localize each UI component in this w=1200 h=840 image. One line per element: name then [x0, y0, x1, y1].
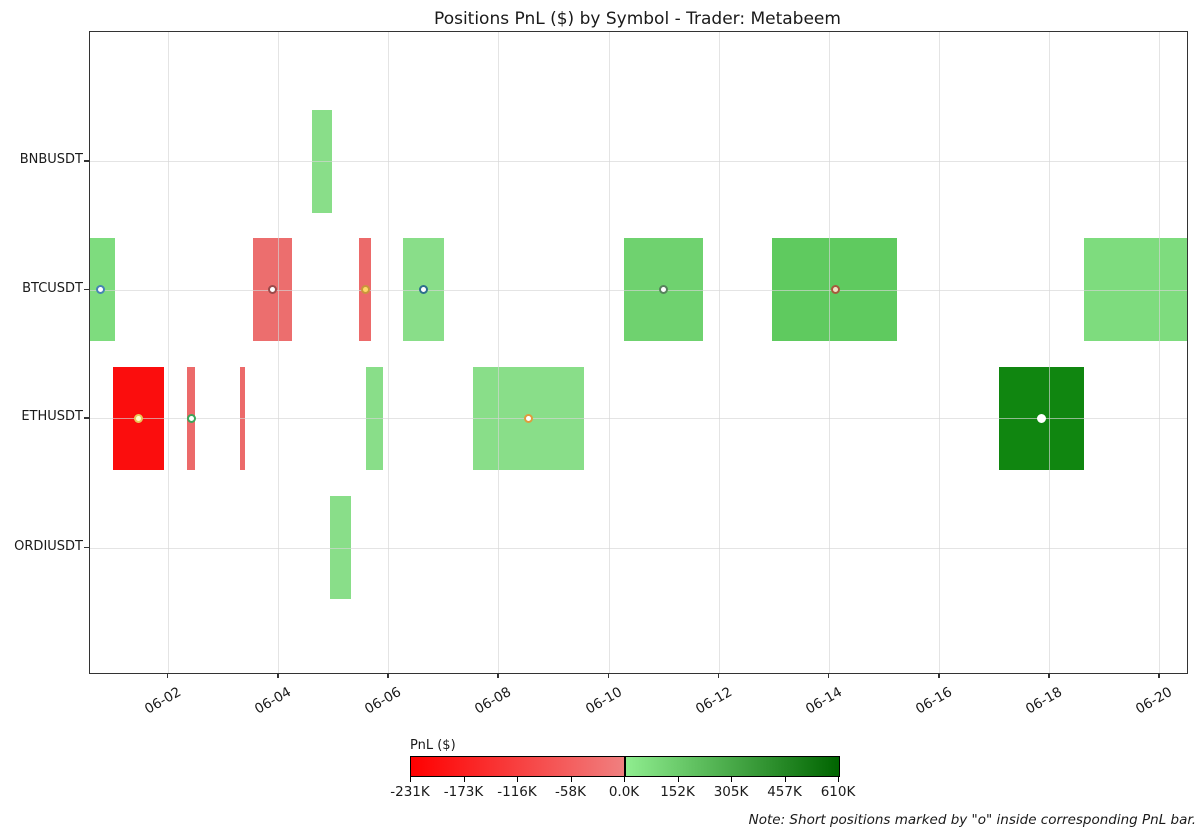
colorbar-tick-label: -116K	[497, 784, 537, 800]
gridline-horizontal	[90, 161, 1187, 162]
gridline-vertical	[718, 32, 720, 673]
colorbar-tick-mark	[838, 777, 840, 782]
colorbar-tick-label: -231K	[390, 784, 430, 800]
xtick-mark	[277, 673, 279, 678]
colorbar-tick-mark	[517, 777, 519, 782]
ytick-mark	[84, 417, 89, 419]
short-position-marker	[659, 285, 669, 294]
colorbar-tick-mark	[677, 777, 679, 782]
colorbar-tick-label: -58K	[555, 784, 586, 800]
colorbar-tick-label: 305K	[713, 784, 749, 800]
plot-area	[89, 31, 1188, 674]
xtick-mark	[1048, 673, 1050, 678]
colorbar-positive-gradient	[625, 757, 839, 776]
colorbar-tick-label: 152K	[660, 784, 695, 800]
gridline-horizontal	[90, 289, 1187, 291]
short-position-marker	[133, 413, 143, 423]
colorbar-tick-mark	[731, 777, 733, 782]
gridline-vertical	[388, 32, 390, 673]
xtick-label: 06-20	[1133, 684, 1176, 718]
colorbar-tick-label: -173K	[443, 784, 484, 800]
gridline-horizontal	[90, 418, 1187, 419]
ytick-mark	[84, 160, 89, 162]
xtick-label: 06-12	[692, 684, 735, 718]
short-position-marker	[1037, 413, 1047, 423]
short-position-marker	[831, 285, 841, 294]
xtick-label: 06-16	[913, 684, 956, 718]
colorbar-tick-mark	[624, 777, 626, 782]
gridline-vertical	[1159, 32, 1161, 673]
xtick-label: 06-18	[1023, 684, 1066, 718]
xtick-mark	[387, 673, 389, 678]
colorbar-negative-gradient	[411, 757, 625, 776]
ytick-label: ORDIUSDT	[14, 538, 83, 554]
chart-title: Positions PnL ($) by Symbol - Trader: Me…	[434, 9, 841, 29]
gridline-vertical	[939, 32, 941, 673]
xtick-mark	[1158, 673, 1160, 678]
gridline-vertical	[278, 32, 280, 673]
xtick-mark	[166, 673, 169, 678]
ytick-label: BTCUSDT	[22, 280, 83, 296]
short-position-marker	[95, 285, 105, 294]
xtick-label: 06-10	[582, 684, 625, 718]
xtick-mark	[497, 673, 499, 678]
short-position-marker	[186, 413, 196, 423]
gridline-vertical	[167, 32, 169, 673]
colorbar-tick-mark	[463, 777, 465, 782]
xtick-label: 06-02	[142, 684, 184, 718]
ytick-label: ETHUSDT	[21, 409, 83, 424]
colorbar-zero-line	[624, 757, 626, 776]
colorbar-tick-label: 0.0K	[608, 784, 640, 800]
ytick-label: BNBUSDT	[19, 152, 83, 167]
short-position-marker	[524, 413, 534, 423]
gridline-vertical	[1049, 32, 1051, 673]
xtick-label: 06-04	[252, 684, 295, 718]
colorbar-tick-mark	[410, 777, 412, 782]
short-position-marker	[419, 285, 429, 294]
xtick-label: 06-14	[802, 684, 845, 718]
footnote: Note: Short positions marked by "o" insi…	[748, 812, 1196, 828]
xtick-label: 06-08	[472, 684, 515, 718]
xtick-mark	[938, 673, 940, 678]
gridline-vertical	[498, 32, 500, 673]
gridline-vertical	[828, 32, 830, 673]
colorbar-tick-label: 457K	[767, 784, 802, 800]
colorbar	[410, 756, 840, 777]
ytick-mark	[84, 288, 89, 290]
gridline-vertical	[608, 32, 610, 673]
xtick-mark	[827, 673, 830, 678]
xtick-label: 06-06	[362, 684, 405, 718]
short-position-marker	[360, 285, 370, 294]
colorbar-tick-label: 610K	[820, 784, 856, 800]
colorbar-tick-mark	[570, 777, 572, 782]
colorbar-title: PnL ($)	[410, 738, 456, 753]
gridline-horizontal	[90, 547, 1187, 549]
short-position-marker	[268, 285, 278, 294]
xtick-mark	[717, 673, 720, 678]
colorbar-tick-mark	[784, 777, 786, 782]
xtick-mark	[607, 673, 610, 678]
ytick-mark	[84, 546, 89, 548]
